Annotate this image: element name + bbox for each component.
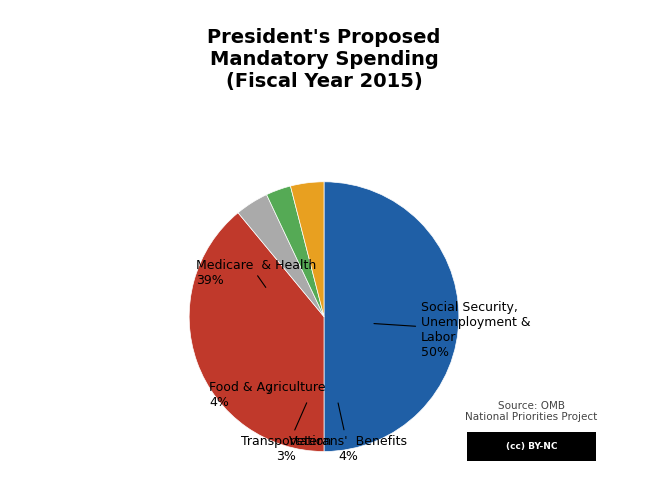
Wedge shape bbox=[266, 186, 324, 317]
Wedge shape bbox=[189, 213, 324, 452]
Text: Transportation
3%: Transportation 3% bbox=[241, 403, 331, 463]
Wedge shape bbox=[290, 182, 324, 317]
Title: President's Proposed
Mandatory Spending
(Fiscal Year 2015): President's Proposed Mandatory Spending … bbox=[207, 28, 441, 91]
Text: (cc) BY-NC: (cc) BY-NC bbox=[505, 442, 557, 451]
Text: Veterans'  Benefits
4%: Veterans' Benefits 4% bbox=[289, 403, 408, 463]
Wedge shape bbox=[324, 182, 459, 452]
Text: Social Security,
Unemployment &
Labor
50%: Social Security, Unemployment & Labor 50… bbox=[374, 301, 531, 359]
Text: Source: OMB
National Priorities Project: Source: OMB National Priorities Project bbox=[465, 401, 597, 422]
Wedge shape bbox=[238, 194, 324, 317]
Text: Medicare  & Health
39%: Medicare & Health 39% bbox=[196, 260, 316, 288]
Text: Food & Agriculture
4%: Food & Agriculture 4% bbox=[209, 381, 326, 409]
